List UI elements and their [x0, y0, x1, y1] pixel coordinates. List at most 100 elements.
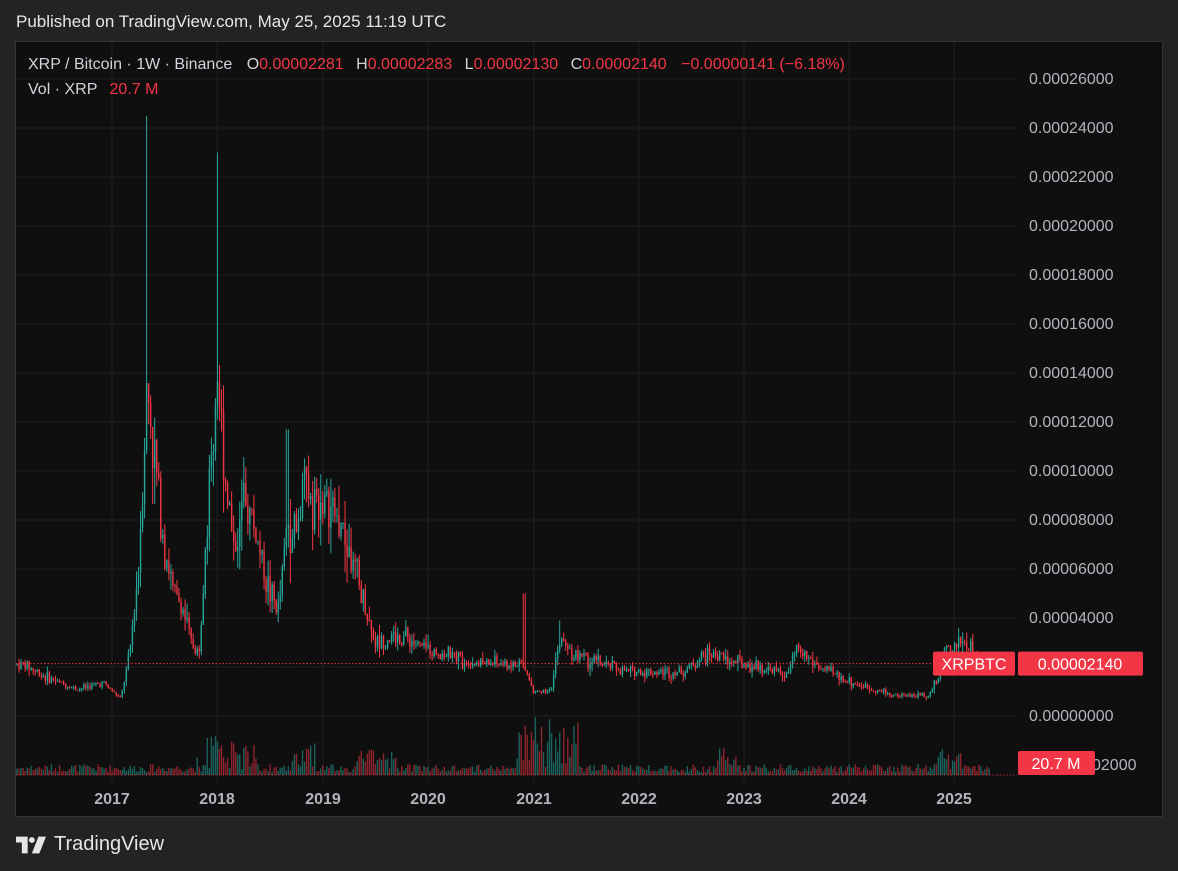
volume-bar [856, 767, 859, 775]
volume-bar [907, 767, 909, 775]
volume-bar [836, 771, 838, 775]
volume-bar [532, 740, 535, 775]
candle-body [593, 656, 595, 663]
candle-body [818, 664, 820, 669]
volume-bar [887, 767, 889, 775]
candle-body [524, 666, 526, 671]
low-value: 0.00002130 [473, 56, 559, 73]
volume-bar [927, 771, 929, 775]
candle-body [105, 681, 107, 685]
volume-bar [93, 768, 95, 775]
candle-body [241, 501, 243, 521]
candle-body [34, 670, 36, 672]
volume-bar [520, 734, 522, 775]
candle-body [480, 658, 482, 666]
volume-bar [492, 768, 494, 775]
volume-bar [771, 771, 774, 775]
candle-body [597, 655, 599, 661]
candle-body [753, 666, 755, 670]
price-chart[interactable]: 0.00026000 0.00024000 0.00022000 0.00020000… [16, 42, 1162, 816]
volume-bar [623, 767, 626, 775]
volume-bar [494, 770, 496, 775]
candle-body [785, 672, 788, 678]
candle-body [79, 688, 81, 691]
candle-body [111, 688, 113, 692]
volume-bar [484, 769, 486, 775]
volume-bar [943, 757, 946, 775]
volume-label[interactable]: Vol · XRP [28, 81, 98, 98]
volume-bar [759, 767, 761, 775]
candle-body [563, 638, 565, 642]
volume-bar [257, 764, 259, 775]
candle-body [58, 680, 61, 682]
volume-bar [473, 771, 476, 775]
volume-bar [538, 750, 541, 775]
candle-body [850, 677, 852, 687]
candle-body [405, 627, 407, 637]
volume-bar [461, 768, 464, 775]
volume-bar [834, 766, 836, 775]
candle-body [820, 668, 822, 670]
candle-body [662, 669, 664, 676]
volume-bar [816, 769, 818, 775]
candle-body [714, 651, 717, 656]
volume-bar [761, 767, 763, 775]
volume-bar [54, 768, 57, 775]
tradingview-logo[interactable]: TradingView [16, 833, 164, 856]
volume-bar [95, 770, 97, 775]
volume-bar [567, 737, 569, 775]
volume-bar [804, 768, 806, 775]
volume-bar [356, 761, 358, 775]
volume-bar [556, 751, 559, 775]
volume-bar [605, 765, 607, 775]
candle-body [534, 692, 537, 694]
symbol-title[interactable]: XRP / Bitcoin · 1W · Binance [28, 56, 233, 73]
candle-body [664, 669, 666, 676]
candle-body [546, 690, 549, 693]
candle-body [101, 681, 103, 688]
candle-body [32, 668, 34, 671]
candle-body [486, 659, 488, 664]
volume-bar [380, 760, 383, 775]
volume-bar [552, 762, 555, 775]
volume-bar [243, 747, 245, 775]
candle-body [696, 665, 699, 669]
volume-bar [885, 770, 887, 775]
candle-body [591, 662, 593, 665]
x-tick-label: 2021 [516, 791, 552, 808]
volume-bar [409, 764, 411, 775]
volume-bar [186, 769, 188, 775]
volume-bar [200, 771, 202, 775]
candle-body [680, 667, 682, 674]
volume-bar [585, 768, 587, 775]
candle-body [652, 674, 654, 676]
candle-body [802, 652, 804, 656]
candle-body [773, 667, 776, 673]
last-price-tag [1018, 651, 1143, 676]
candle-body [504, 660, 506, 665]
candle-body [253, 509, 255, 529]
candle-body [235, 541, 237, 551]
volume-bar [475, 765, 478, 775]
volume-bar [376, 760, 379, 775]
y-tick-label: 0.00014000 [1029, 365, 1114, 382]
candle-body [526, 670, 528, 675]
volume-bar [87, 765, 89, 775]
candle-body [226, 482, 229, 505]
chart-panel[interactable]: 0.00026000 0.00024000 0.00022000 0.00020000… [15, 41, 1163, 817]
volume-bar [733, 759, 735, 775]
volume-bar [745, 770, 747, 775]
volume-bar [283, 765, 285, 775]
volume-bar [316, 771, 318, 775]
candle-body [870, 689, 873, 691]
candle-body [512, 662, 514, 668]
volume-bar [905, 764, 907, 775]
volume-bar [554, 738, 557, 775]
volume-bar [172, 768, 174, 775]
volume-bar [81, 766, 83, 775]
volume-bar [490, 765, 492, 775]
candle-body [123, 682, 126, 691]
volume-bar [779, 764, 782, 775]
volume-bar [251, 763, 253, 775]
volume-bar [941, 749, 944, 775]
